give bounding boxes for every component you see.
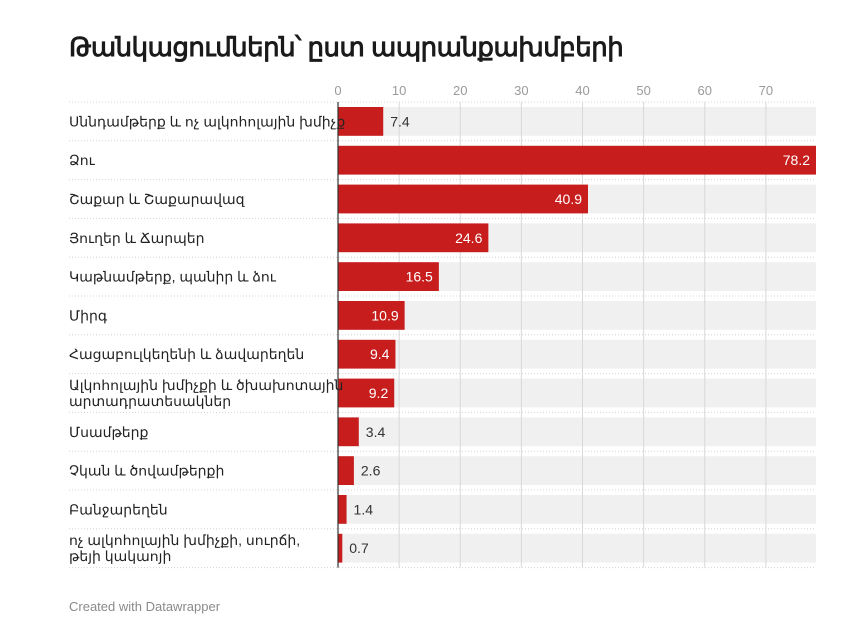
category-label: Յուղեր և Ճարպեր <box>69 230 205 246</box>
bar[interactable] <box>338 495 347 524</box>
category-label: Սննդամթերք և ոչ ալկոհոլային խմիչք <box>69 113 345 129</box>
value-label: 0.7 <box>349 540 369 556</box>
bar[interactable] <box>338 533 343 563</box>
bar[interactable] <box>338 184 589 214</box>
value-label: 7.4 <box>390 113 410 129</box>
value-label: 9.2 <box>369 385 389 401</box>
bar[interactable] <box>338 223 489 253</box>
value-label: 78.2 <box>783 152 810 168</box>
bar-track <box>338 495 816 524</box>
x-tick-label: 30 <box>514 83 528 98</box>
x-tick-label: 40 <box>575 83 589 98</box>
bar[interactable] <box>338 301 405 330</box>
category-label: Ձու <box>69 152 96 168</box>
footer-credit[interactable]: Created with Datawrapper <box>69 599 221 614</box>
bar[interactable] <box>338 456 354 485</box>
chart-title: Թանկացումներն՝ ըստ ապրանքախմբերի <box>69 32 624 62</box>
category-label: Միրգ <box>69 307 108 323</box>
value-label: 40.9 <box>555 191 582 207</box>
bar[interactable] <box>338 145 816 175</box>
value-label: 3.4 <box>366 424 386 440</box>
bar-track <box>338 301 816 330</box>
x-tick-label: 10 <box>392 83 406 98</box>
bar[interactable] <box>338 107 384 136</box>
bar[interactable] <box>338 378 395 408</box>
x-tick-label: 0 <box>334 83 341 98</box>
category-label: ոչ ալկոհոլային խմիչքի, սուրճի, թեյի կակաո… <box>69 532 300 564</box>
value-label: 1.4 <box>354 501 374 517</box>
bar-track <box>338 456 816 485</box>
category-label: Հացաբուլկեղենի և ձավարեղեն <box>69 346 304 362</box>
bar[interactable] <box>338 262 439 291</box>
bar-track <box>338 107 816 136</box>
bar-track <box>338 378 816 408</box>
category-label: Կաթնամթերք, պանիր և ձու <box>69 269 277 285</box>
x-tick-label: 60 <box>698 83 712 98</box>
category-label: Շաքար և Շաքարավազ <box>69 191 246 207</box>
category-label: Ալկոհոլային խմիչքի և ծխախոտային արտադրատե… <box>69 377 343 409</box>
x-tick-label: 70 <box>759 83 773 98</box>
value-label: 2.6 <box>361 463 381 479</box>
bar-track <box>338 417 816 447</box>
value-label: 9.4 <box>370 346 390 362</box>
category-label: Չկան և ծովամթերքի <box>69 463 224 479</box>
x-tick-label: 20 <box>453 83 467 98</box>
bar[interactable] <box>338 417 359 447</box>
bar-track <box>338 339 816 369</box>
category-label: Մսամթերք <box>69 424 149 440</box>
bar[interactable] <box>338 339 396 369</box>
value-label: 24.6 <box>455 230 482 246</box>
category-label: Բանջարեղեն <box>69 501 168 517</box>
value-label: 10.9 <box>371 307 398 323</box>
x-tick-label: 50 <box>636 83 650 98</box>
bar-track <box>338 533 816 563</box>
value-label: 16.5 <box>406 269 433 285</box>
